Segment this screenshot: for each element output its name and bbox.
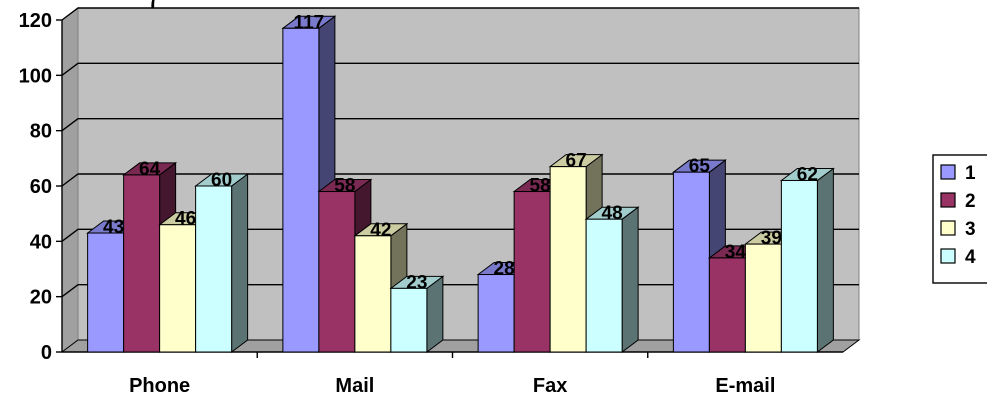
legend-swatch [940, 248, 956, 264]
y-tick-label: 100 [19, 65, 52, 87]
legend-swatch [940, 192, 956, 208]
gridline [61, 62, 859, 76]
data-label: 23 [406, 272, 427, 293]
y-tick-label: 120 [19, 10, 52, 32]
legend-label: 1 [965, 163, 976, 184]
data-label: 65 [689, 156, 711, 177]
bars [86, 15, 835, 353]
data-label: 48 [602, 203, 623, 224]
data-label: 42 [370, 220, 391, 241]
legend-swatch [940, 164, 956, 180]
x-tick-label: Fax [533, 375, 567, 394]
gridline [61, 7, 859, 21]
y-tick-label: 60 [30, 176, 52, 198]
legend: 1 2 3 4 [932, 154, 987, 284]
data-label: 28 [494, 259, 515, 280]
x-axis: Phone Mail Fax E-mail [129, 375, 775, 394]
y-tick-label: 80 [30, 121, 52, 143]
data-label: 64 [139, 159, 161, 180]
data-labels: 43 64 46 60 117 58 42 23 28 58 67 48 65 34 39 62 [103, 12, 818, 293]
data-label: 62 [797, 164, 818, 185]
x-tick-label: Mail [335, 375, 374, 394]
data-label: 60 [211, 170, 232, 191]
y-tick-label: 20 [30, 287, 52, 309]
data-label: 43 [103, 217, 124, 238]
x-tick-label: E-mail [715, 375, 775, 394]
bar [584, 206, 640, 353]
data-label: 58 [334, 176, 355, 197]
gridline [61, 117, 859, 132]
data-label: 46 [175, 209, 196, 230]
y-tick-label: 0 [41, 342, 52, 364]
data-label: 34 [725, 242, 747, 263]
bar [779, 167, 835, 353]
data-label: 117 [294, 12, 325, 33]
y-tick-label: 40 [30, 231, 52, 253]
data-label: 58 [530, 176, 551, 197]
data-label: 39 [761, 228, 782, 249]
legend-label: 2 [965, 191, 976, 212]
data-label: 67 [566, 151, 587, 172]
bar [194, 173, 250, 353]
bar [389, 275, 445, 353]
legend-swatch [940, 220, 956, 236]
legend-label: 3 [965, 219, 976, 240]
legend-label: 4 [965, 247, 976, 268]
x-tick-label: Phone [129, 375, 190, 394]
